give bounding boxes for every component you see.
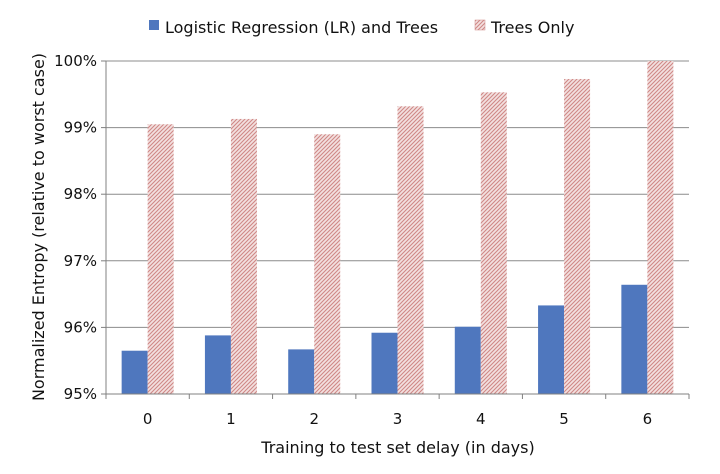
bar-trees-only-3 xyxy=(397,106,424,395)
x-tick-label: 1 xyxy=(226,410,236,428)
bar-trees-only-2 xyxy=(314,134,341,394)
legend-swatch-trees-only xyxy=(474,19,486,31)
bar-lr-and-trees-6 xyxy=(621,284,648,394)
y-axis-title: Normalized Entropy (relative to worst ca… xyxy=(29,53,48,401)
x-tick-label: 4 xyxy=(476,410,486,428)
bar-lr-and-trees-1 xyxy=(204,335,231,394)
y-axis-ticks: 95% 96% 97% 98% 99% 100% xyxy=(54,52,106,403)
bar-trees-only-1 xyxy=(230,118,257,394)
x-tick-label: 5 xyxy=(559,410,569,428)
x-tick-label: 3 xyxy=(393,410,403,428)
x-axis-ticks: 0 1 2 3 4 5 6 xyxy=(105,394,690,428)
x-tick-label: 0 xyxy=(143,410,153,428)
bar-lr-and-trees-2 xyxy=(288,349,315,394)
legend-label-trees-only: Trees Only xyxy=(490,18,574,37)
bar-trees-only-4 xyxy=(480,92,507,394)
bars xyxy=(121,61,674,395)
legend: Logistic Regression (LR) and Trees Trees… xyxy=(149,18,574,37)
y-tick-label: 100% xyxy=(54,52,97,70)
x-tick-label: 6 xyxy=(643,410,653,428)
bar-trees-only-0 xyxy=(147,124,174,395)
y-tick-label: 99% xyxy=(64,119,97,137)
y-tick-label: 96% xyxy=(64,318,97,336)
x-axis-title: Training to test set delay (in days) xyxy=(260,438,534,457)
x-tick-label: 2 xyxy=(309,410,319,428)
bar-lr-and-trees-0 xyxy=(121,350,148,394)
y-tick-label: 97% xyxy=(64,252,97,270)
y-tick-label: 95% xyxy=(64,385,97,403)
legend-swatch-lr-and-trees xyxy=(149,20,159,30)
legend-label-lr-and-trees: Logistic Regression (LR) and Trees xyxy=(165,18,438,37)
bar-trees-only-5 xyxy=(564,78,591,395)
bar-lr-and-trees-4 xyxy=(454,326,481,394)
bar-trees-only-6 xyxy=(647,61,674,394)
y-tick-label: 98% xyxy=(64,185,97,203)
bar-lr-and-trees-5 xyxy=(538,305,565,394)
bar-lr-and-trees-3 xyxy=(371,332,398,394)
